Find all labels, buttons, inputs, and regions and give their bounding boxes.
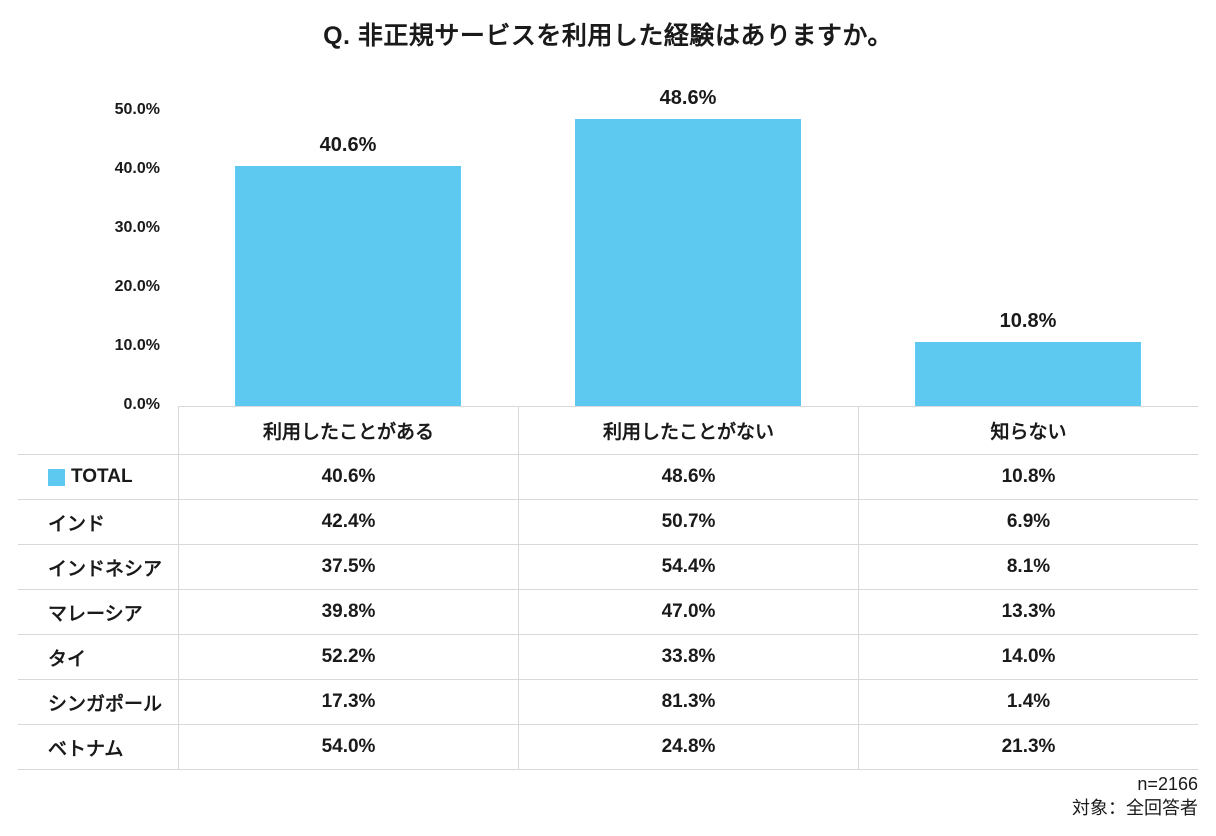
row-label: マレーシア [18, 590, 178, 635]
cell-value: 33.8% [518, 635, 858, 680]
y-tick-label: 50.0% [114, 100, 160, 118]
data-table: 利用したことがある 利用したことがない 知らない TOTAL 40.6% 48.6% 10.… [18, 406, 1198, 770]
column-header: 利用したことがない [518, 406, 858, 455]
cell-value: 42.4% [178, 500, 518, 545]
cell-value: 50.7% [518, 500, 858, 545]
row-label-text: マレーシア [48, 603, 143, 625]
y-tick-label: 20.0% [114, 277, 160, 295]
target-label: 対象：全回答者 [1072, 798, 1198, 819]
y-tick-label: 0.0% [123, 396, 160, 413]
cell-value: 14.0% [858, 635, 1198, 680]
bar-value-label: 10.8% [999, 310, 1057, 333]
sample-size-label: n=2166 [1137, 774, 1198, 794]
row-label: TOTAL [18, 455, 178, 500]
cell-value: 6.9% [858, 500, 1198, 545]
bar-chart-plot-area: 40.6% 48.6% 10.8% [178, 0, 1198, 420]
bar [235, 166, 461, 406]
y-tick-label: 10.0% [114, 336, 160, 354]
cell-value: 39.8% [178, 590, 518, 635]
column-header: 知らない [858, 406, 1198, 455]
footer-note: n=2166 対象：全回答者 [1072, 772, 1198, 821]
row-label-text: インド [48, 513, 106, 535]
row-label: ベトナム [18, 725, 178, 770]
table-corner-cell [18, 406, 178, 455]
y-axis-labels: 0.0% 10.0% 20.0% 30.0% 40.0% 50.0% [0, 0, 160, 420]
y-tick-label: 40.0% [114, 159, 160, 177]
cell-value: 1.4% [858, 680, 1198, 725]
cell-value: 52.2% [178, 635, 518, 680]
row-label: インドネシア [18, 545, 178, 590]
row-label-text: シンガポール [48, 693, 163, 715]
row-label-text: インドネシア [48, 558, 163, 580]
cell-value: 47.0% [518, 590, 858, 635]
y-tick-label: 30.0% [114, 218, 160, 236]
column-header: 利用したことがある [178, 406, 518, 455]
cell-value: 54.0% [178, 725, 518, 770]
cell-value: 81.3% [518, 680, 858, 725]
row-label: インド [18, 500, 178, 545]
cell-value: 10.8% [858, 455, 1198, 500]
bar [575, 118, 801, 406]
bar [915, 342, 1141, 406]
cell-value: 40.6% [178, 455, 518, 500]
row-label-text: TOTAL [71, 466, 133, 487]
row-label: タイ [18, 635, 178, 680]
cell-value: 37.5% [178, 545, 518, 590]
cell-value: 8.1% [858, 545, 1198, 590]
cell-value: 54.4% [518, 545, 858, 590]
row-label-text: ベトナム [48, 738, 124, 760]
row-label-text: タイ [48, 648, 87, 670]
cell-value: 24.8% [518, 725, 858, 770]
cell-value: 21.3% [858, 725, 1198, 770]
page-title: Q. 非正規サービスを利用した経験はありますか。 [323, 22, 893, 50]
bar-value-label: 40.6% [319, 134, 377, 157]
cell-value: 17.3% [178, 680, 518, 725]
legend-swatch [48, 468, 65, 486]
bar-value-label: 48.6% [659, 86, 717, 109]
row-label: シンガポール [18, 680, 178, 725]
cell-value: 13.3% [858, 590, 1198, 635]
cell-value: 48.6% [518, 455, 858, 500]
